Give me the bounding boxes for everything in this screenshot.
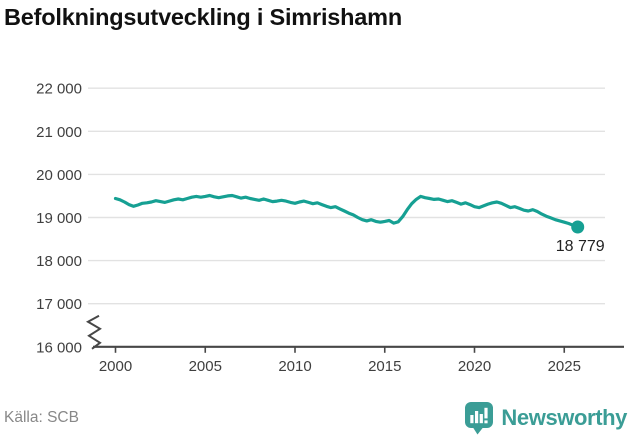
y-tick-label: 21 000 — [36, 124, 82, 141]
x-tick-label: 2010 — [278, 358, 311, 375]
newsworthy-wordmark: Newsworthy — [501, 405, 627, 430]
source-label: Källa: SCB — [4, 409, 79, 426]
x-tick-label: 2015 — [368, 358, 401, 375]
chart-title: Befolkningsutveckling i Simrishamn — [4, 4, 403, 30]
population-line — [113, 193, 580, 229]
y-tick-label: 20 000 — [36, 167, 82, 184]
population-line-chart: 16 000 17 000 18 000 19 000 20 000 21 000 22 0… — [36, 81, 624, 375]
x-tick-label: 2025 — [548, 358, 581, 375]
x-tick-label: 2005 — [189, 358, 222, 375]
x-tick-label: 2020 — [458, 358, 491, 375]
y-tick-label: 22 000 — [36, 81, 82, 98]
y-tick-label: 18 000 — [36, 253, 82, 270]
y-tick-label: 16 000 — [36, 339, 82, 356]
last-point-dot — [571, 220, 585, 234]
x-tick-label: 2000 — [99, 358, 132, 375]
y-tick-label: 19 000 — [36, 210, 82, 227]
y-tick-label: 17 000 — [36, 296, 82, 313]
newsworthy-logo[interactable]: Newsworthy — [464, 401, 627, 435]
chart-footer: Källa: SCB Newsworthy — [0, 401, 631, 439]
newsworthy-badge-icon — [465, 402, 494, 435]
last-value-label: 18 779 — [556, 238, 605, 255]
axis-break-icon — [85, 314, 102, 350]
